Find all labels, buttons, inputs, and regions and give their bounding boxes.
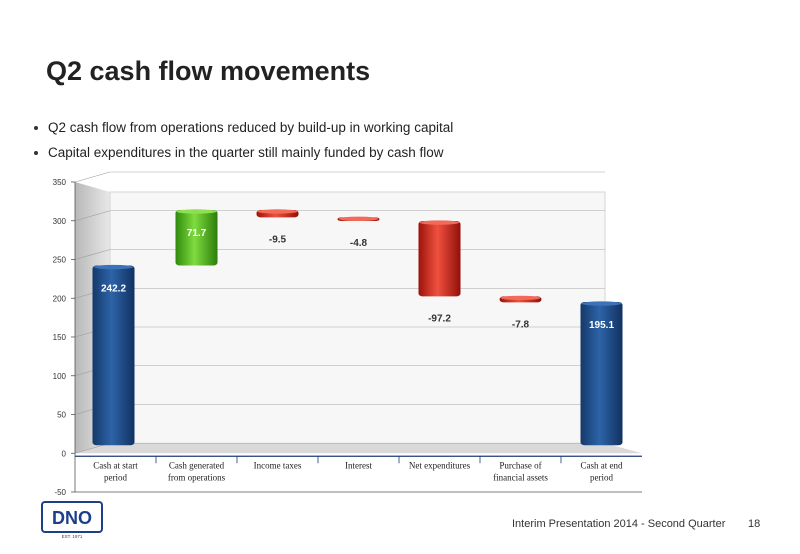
bar: -4.8: [337, 216, 380, 249]
data-label: 195.1: [589, 320, 614, 331]
bar-body: [175, 209, 218, 266]
bar: -9.5: [256, 209, 299, 245]
bar: 71.7: [175, 209, 218, 266]
gridline: [74, 210, 111, 222]
category-label: Net expenditures: [409, 460, 471, 470]
category-label: financial assets: [493, 472, 548, 482]
category-label: Cash at start: [93, 460, 138, 470]
bar-top: [257, 209, 298, 214]
gridline: [74, 171, 111, 183]
bullet-item: Q2 cash flow from operations reduced by …: [34, 120, 453, 135]
category-label: Cash at end: [581, 460, 623, 470]
chart-walls: [75, 182, 642, 454]
dno-logo: DNO EST. 1971: [41, 501, 103, 539]
y-tick-label: -50: [54, 488, 66, 497]
y-tick-label: 250: [53, 256, 67, 265]
bullet-item: Capital expenditures in the quarter stil…: [34, 145, 453, 160]
gridline: [74, 249, 111, 260]
bar-top: [93, 264, 134, 270]
category-label: period: [104, 472, 127, 482]
bar: 195.1: [580, 301, 623, 446]
bar-body: [580, 302, 623, 446]
category-label: from operations: [168, 472, 226, 482]
category-label: Interest: [345, 460, 372, 470]
data-label: 242.2: [101, 284, 126, 295]
logo-text: DNO: [52, 508, 92, 528]
y-tick-label: 0: [62, 449, 67, 458]
bar-top: [581, 301, 622, 306]
bar-top: [338, 216, 379, 222]
bars: 242.2 71.7 -9.5 -4.8 -97.2 -7.8 195.1: [92, 209, 623, 446]
bar: 242.2: [92, 264, 135, 446]
bar: -97.2: [418, 220, 461, 324]
chart-floor: [75, 443, 642, 454]
category-label: Cash generated: [169, 460, 225, 470]
y-tick-label: 350: [53, 178, 67, 187]
data-label: 71.7: [187, 228, 207, 239]
data-label: -97.2: [428, 313, 451, 324]
footer-text: Interim Presentation 2014 - Second Quart…: [512, 518, 726, 530]
bar-body: [92, 265, 135, 446]
category-label: Purchase of: [499, 460, 541, 470]
y-tick-label: 300: [53, 217, 67, 226]
logo-subtext: EST. 1971: [62, 534, 83, 539]
page-title: Q2 cash flow movements: [46, 56, 371, 86]
bar-top: [176, 209, 217, 214]
y-tick-label: 50: [57, 411, 66, 420]
y-tick-label: 150: [53, 333, 67, 342]
category-label: period: [590, 472, 613, 482]
data-label: -9.5: [269, 234, 287, 245]
data-label: -7.8: [512, 319, 530, 330]
bullet-list: Q2 cash flow from operations reduced by …: [34, 120, 453, 170]
y-tick-label: 200: [53, 294, 67, 303]
bar-body: [418, 221, 461, 297]
y-tick-label: 100: [53, 372, 67, 381]
waterfall-chart: -50 0 50 100 150 200 250 300 350 242.2 71.7 -9.5 -4.…: [53, 171, 642, 497]
page-number: 18: [748, 518, 761, 530]
bar-top: [500, 295, 541, 301]
category-label: Income taxes: [254, 460, 302, 470]
bar-top: [419, 220, 460, 225]
data-label: -4.8: [350, 238, 368, 249]
bar: -7.8: [499, 295, 542, 330]
